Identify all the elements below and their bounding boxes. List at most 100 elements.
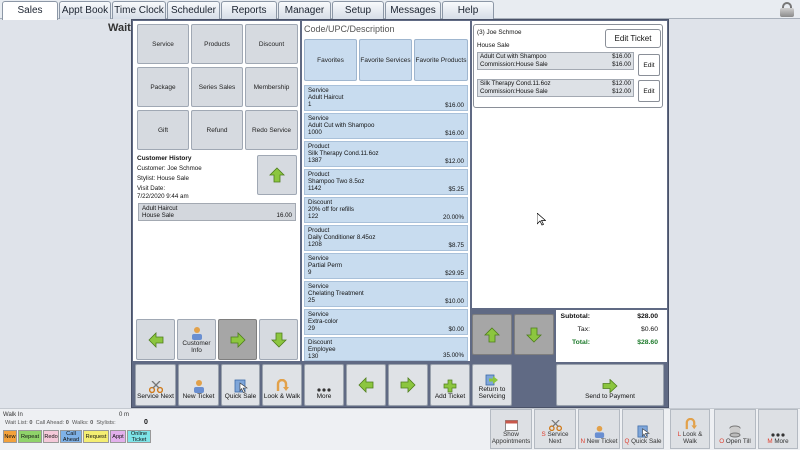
more-dots-icon (771, 433, 785, 437)
footer-look-walk-button[interactable]: L Look & Walk (670, 409, 710, 449)
new-ticket-label: New Ticket (182, 393, 215, 400)
list-item[interactable]: Service Extra-color 29 $0.00 (304, 309, 468, 335)
edit-line-button[interactable]: Edit (638, 54, 660, 76)
ticket-scroll-up-button[interactable] (472, 314, 512, 355)
stylists-label: Stylists: (96, 420, 116, 426)
more-button[interactable]: More (304, 364, 344, 406)
service-next-button[interactable]: Service Next (135, 364, 176, 406)
item-code: 29 (308, 325, 315, 332)
history-up-button[interactable] (257, 155, 297, 195)
add-ticket-button[interactable]: Add Ticket (430, 364, 470, 406)
favorite-products-button[interactable]: Favorite Products (414, 39, 468, 81)
item-name: Employee (308, 346, 336, 353)
search-input[interactable]: Code/UPC/Description (304, 24, 395, 34)
list-item[interactable]: Product Shampoo Two 8.5oz 1142 $5.25 (304, 169, 468, 195)
list-item[interactable]: Service Chelating Treatment 25 $10.00 (304, 281, 468, 307)
look-walk-button[interactable]: Look & Walk (262, 364, 302, 406)
tab-time-clock[interactable]: Time Clock (112, 1, 166, 19)
quick-sale-button[interactable]: Quick Sale (221, 364, 260, 406)
prev-page-button[interactable] (346, 364, 386, 406)
prev-customer-button[interactable] (136, 319, 175, 360)
item-type: Discount (308, 339, 333, 346)
ticket-scroll-down-button[interactable] (514, 314, 554, 355)
ticket-line[interactable]: Adult Cut with Shampoo Commission:House … (477, 52, 634, 70)
list-item[interactable]: Service Adult Haircut 1 $16.00 (304, 85, 468, 111)
total-label: Total: (572, 339, 590, 346)
footer-look-walk-label: Look & Walk (682, 431, 703, 445)
list-item[interactable]: Product Daily Conditioner 8.45oz 1208 $8.75 (304, 225, 468, 251)
return-to-servicing-button[interactable]: Return to Servicing (472, 364, 512, 406)
item-type: Service (308, 311, 329, 318)
favorites-button[interactable]: Favorites (304, 39, 357, 81)
service-next-label: Service Next (137, 393, 174, 400)
category-discount-button[interactable]: Discount (245, 24, 298, 64)
category-service-button[interactable]: Service (137, 24, 189, 64)
list-item[interactable]: Discount Employee 130 35.00% (304, 337, 468, 361)
call-ahead-label: Call Ahead: (35, 420, 65, 426)
new-ticket-icon (594, 425, 604, 438)
next-customer-button[interactable] (218, 319, 257, 360)
footer-new-ticket-button[interactable]: N New Ticket (578, 409, 620, 449)
more-dots-icon (317, 388, 331, 392)
item-price: $0.00 (448, 326, 464, 333)
category-products-button[interactable]: Products (191, 24, 243, 64)
add-ticket-label: Add Ticket (434, 393, 466, 400)
category-package-button[interactable]: Package (137, 67, 189, 107)
wait-list-label: Wait List: (5, 420, 28, 426)
tab-scheduler[interactable]: Scheduler (167, 1, 220, 19)
item-type: Service (308, 115, 329, 122)
list-item[interactable]: Service Adult Cut with Shampoo 1000 $16.00 (304, 113, 468, 139)
list-item[interactable]: Service Partial Perm 9 $29.95 (304, 253, 468, 279)
ticket-line[interactable]: Silk Therapy Cond.11.6oz Commission:Hous… (477, 79, 634, 97)
tab-appt-book[interactable]: Appt Book (59, 1, 111, 19)
tab-setup[interactable]: Setup (332, 1, 384, 19)
footer-more-button[interactable]: M More (758, 409, 798, 449)
tab-reports[interactable]: Reports (221, 1, 277, 19)
history-entry[interactable]: Adult Haircut House Sale 16.00 (138, 203, 296, 221)
tab-help[interactable]: Help (442, 1, 494, 19)
item-type: Discount (308, 199, 333, 206)
tab-sales[interactable]: Sales (2, 1, 58, 20)
footer-service-next-button[interactable]: S Service Next (534, 409, 576, 449)
new-ticket-button[interactable]: New Ticket (178, 364, 219, 406)
walk-in-label: Walk In (3, 412, 23, 418)
history-down-button[interactable] (259, 319, 298, 360)
history-entry-stylist: House Sale (142, 212, 174, 219)
send-to-payment-button[interactable]: Send to Payment (556, 364, 664, 406)
category-series-sales-button[interactable]: Series Sales (191, 67, 243, 107)
look-walk-icon (685, 418, 697, 430)
lock-icon[interactable] (780, 2, 794, 17)
category-gift-button[interactable]: Gift (137, 110, 189, 150)
next-page-button[interactable] (388, 364, 428, 406)
footer-quick-sale-button[interactable]: Q Quick Sale (622, 409, 664, 449)
ticket-line-amount: $16.00 (612, 61, 631, 68)
return-icon (485, 374, 498, 386)
category-membership-button[interactable]: Membership (245, 67, 298, 107)
item-name: 20% off for refills (308, 206, 354, 213)
category-redo-service-button[interactable]: Redo Service (245, 110, 298, 150)
edit-line-button[interactable]: Edit (638, 80, 660, 102)
list-item[interactable]: Discount 20% off for refills 122 20.00% (304, 197, 468, 223)
visit-date: 7/22/2020 9:44 am (137, 193, 189, 200)
visit-date-label: Visit Date: (137, 185, 166, 192)
hotkey-o: O (719, 438, 725, 445)
wait-minutes: 0 m (119, 412, 130, 418)
item-price: $29.95 (445, 270, 464, 277)
footer-more-label: More (774, 438, 789, 445)
list-item[interactable]: Product Silk Therapy Cond.11.6oz 1387 $12.0… (304, 141, 468, 167)
scissors-icon (148, 381, 163, 393)
item-code: 130 (308, 353, 319, 360)
arrow-up-icon (484, 326, 500, 342)
new-ticket-icon (193, 380, 204, 393)
favorite-services-button[interactable]: Favorite Services (359, 39, 412, 81)
customer-info-button[interactable]: Customer Info (177, 319, 216, 360)
footer-new-ticket-label: New Ticket (586, 438, 618, 445)
tab-manager[interactable]: Manager (278, 1, 331, 19)
tab-messages[interactable]: Messages (385, 1, 441, 19)
show-appointments-button[interactable]: Show Appointments (490, 409, 532, 449)
edit-ticket-button[interactable]: Edit Ticket (605, 29, 661, 48)
category-refund-button[interactable]: Refund (191, 110, 243, 150)
open-till-button[interactable]: O Open Till (714, 409, 756, 449)
ticket-line-commission: Commission:House Sale (480, 61, 548, 68)
hotkey-l: L (677, 431, 681, 438)
